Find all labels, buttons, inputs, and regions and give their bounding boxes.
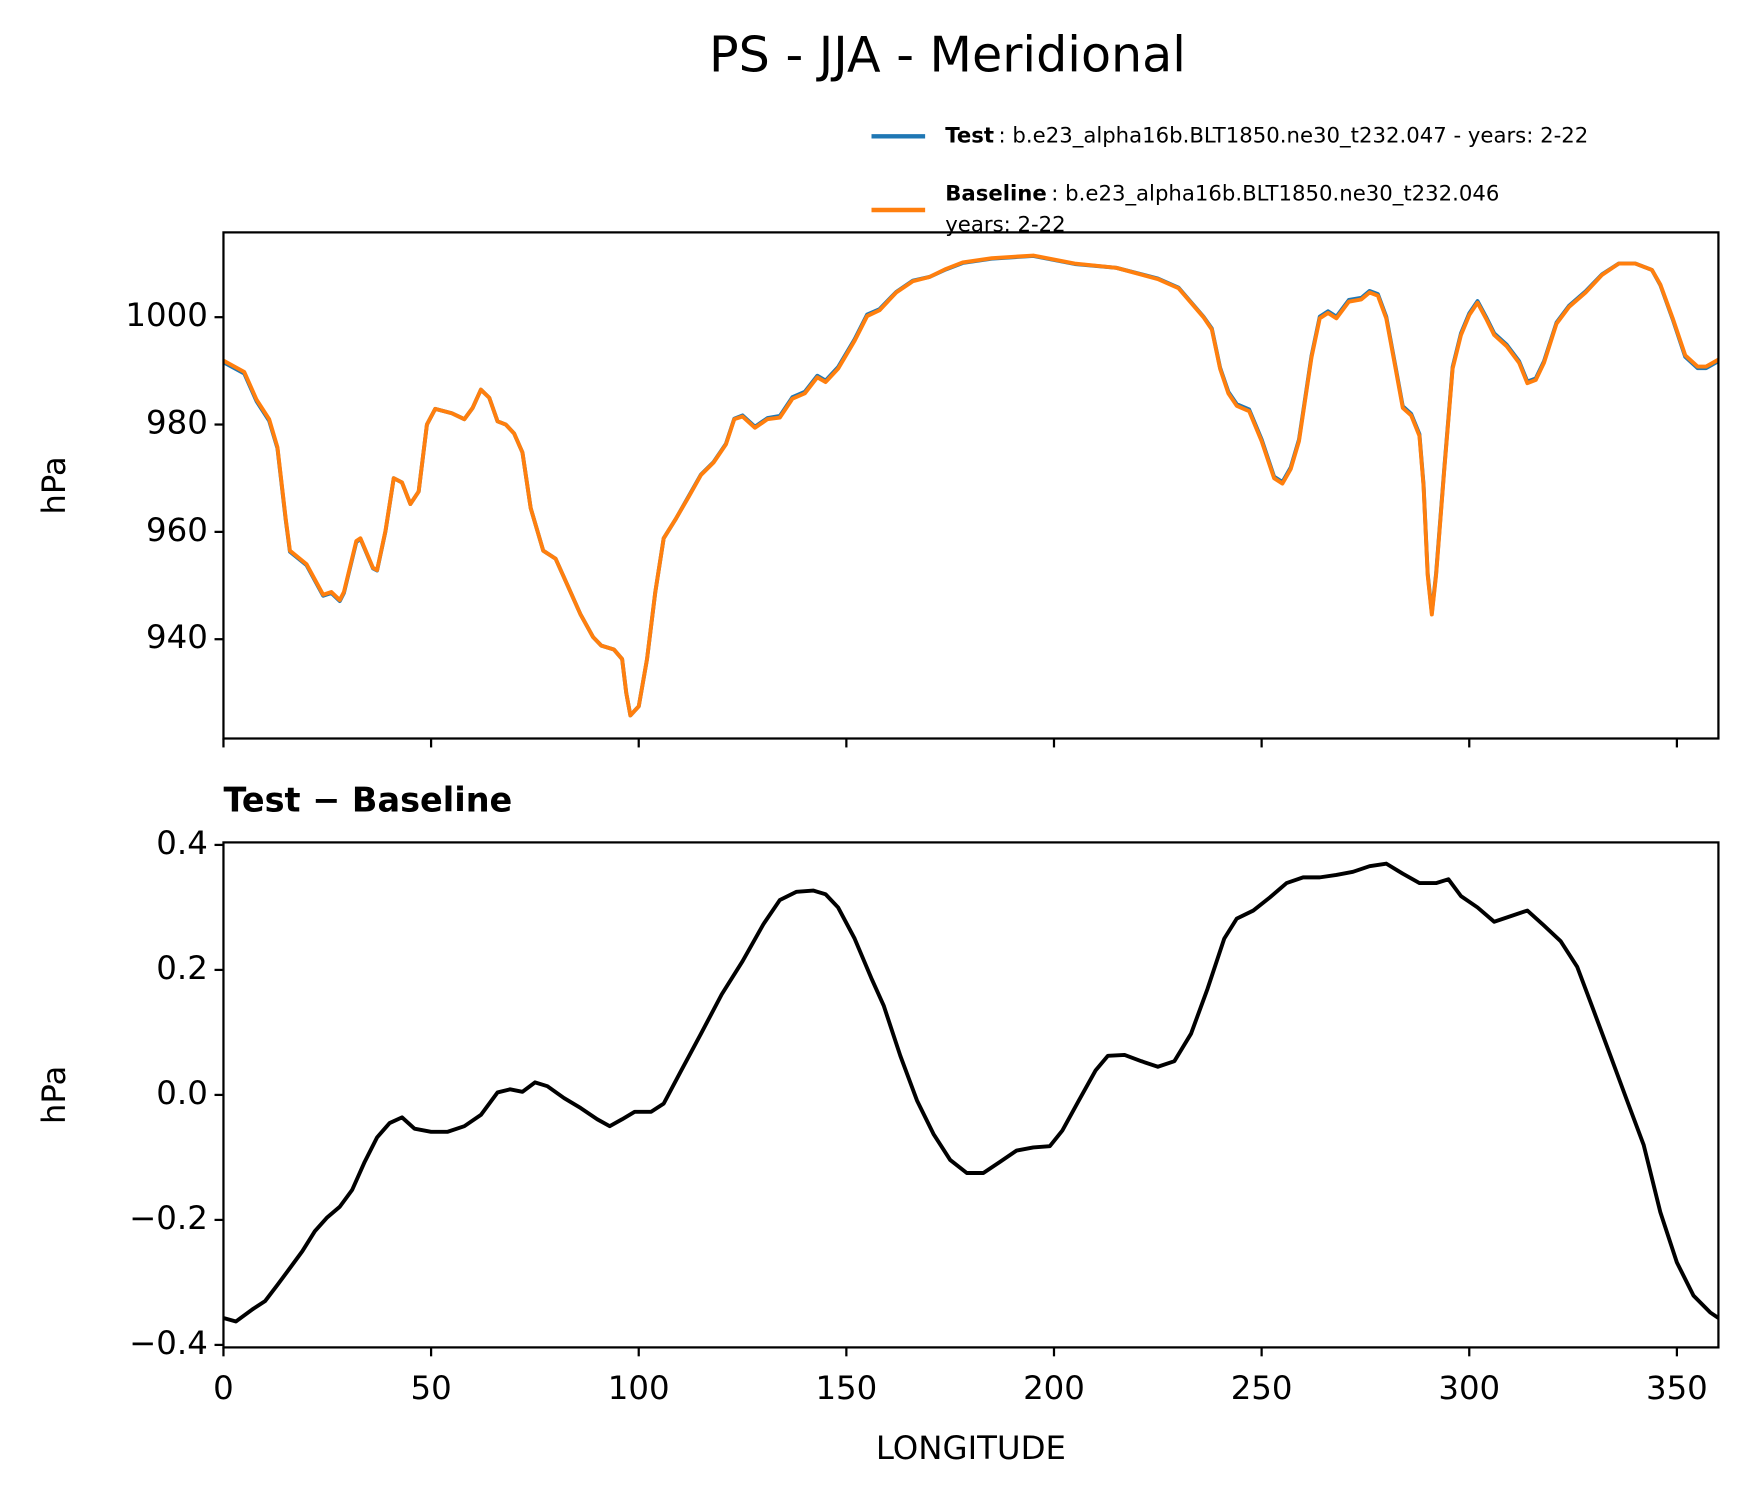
- x-tick-label: 0: [213, 1369, 234, 1407]
- legend-label: Baseline: [945, 181, 1047, 206]
- y-tick-label: 1000: [125, 296, 207, 334]
- x-tick-label: 250: [1231, 1369, 1293, 1407]
- y-tick-label: 0.0: [156, 1074, 208, 1112]
- data-line: [222, 861, 1720, 1324]
- x-tick-label: 150: [815, 1369, 877, 1407]
- y-tick-label: 940: [146, 618, 208, 656]
- legend-description: : b.e23_alpha16b.BLT1850.ne30_t232.046: [1051, 181, 1499, 206]
- data-line: [222, 253, 1720, 718]
- x-tick-label: 200: [1023, 1369, 1085, 1407]
- y-tick-label: 960: [146, 511, 208, 549]
- x-tick-label: 50: [410, 1369, 451, 1407]
- x-tick-label: 350: [1646, 1369, 1708, 1407]
- y-tick-label: 0.2: [156, 949, 208, 987]
- x-axis-label: LONGITUDE: [876, 1429, 1066, 1467]
- y-axis-label: hPa: [35, 1066, 73, 1124]
- x-tick-label: 100: [608, 1369, 670, 1407]
- axes-title: Test − Baseline: [223, 781, 512, 820]
- y-axis-label: hPa: [35, 456, 73, 514]
- axes-frame: [222, 231, 1720, 740]
- figure-title: PS - JJA - Meridional: [709, 26, 1186, 84]
- legend-description: : b.e23_alpha16b.BLT1850.ne30_t232.047 -…: [999, 123, 1589, 148]
- y-tick-label: −0.4: [129, 1324, 208, 1362]
- legend-label: Test: [945, 123, 994, 148]
- legend-description: years: 2-22: [945, 213, 1065, 238]
- y-tick-label: −0.2: [129, 1199, 208, 1237]
- axes-frame: [222, 841, 1720, 1349]
- y-tick-label: 980: [146, 404, 208, 442]
- y-tick-label: 0.4: [156, 824, 208, 862]
- x-tick-label: 300: [1438, 1369, 1500, 1407]
